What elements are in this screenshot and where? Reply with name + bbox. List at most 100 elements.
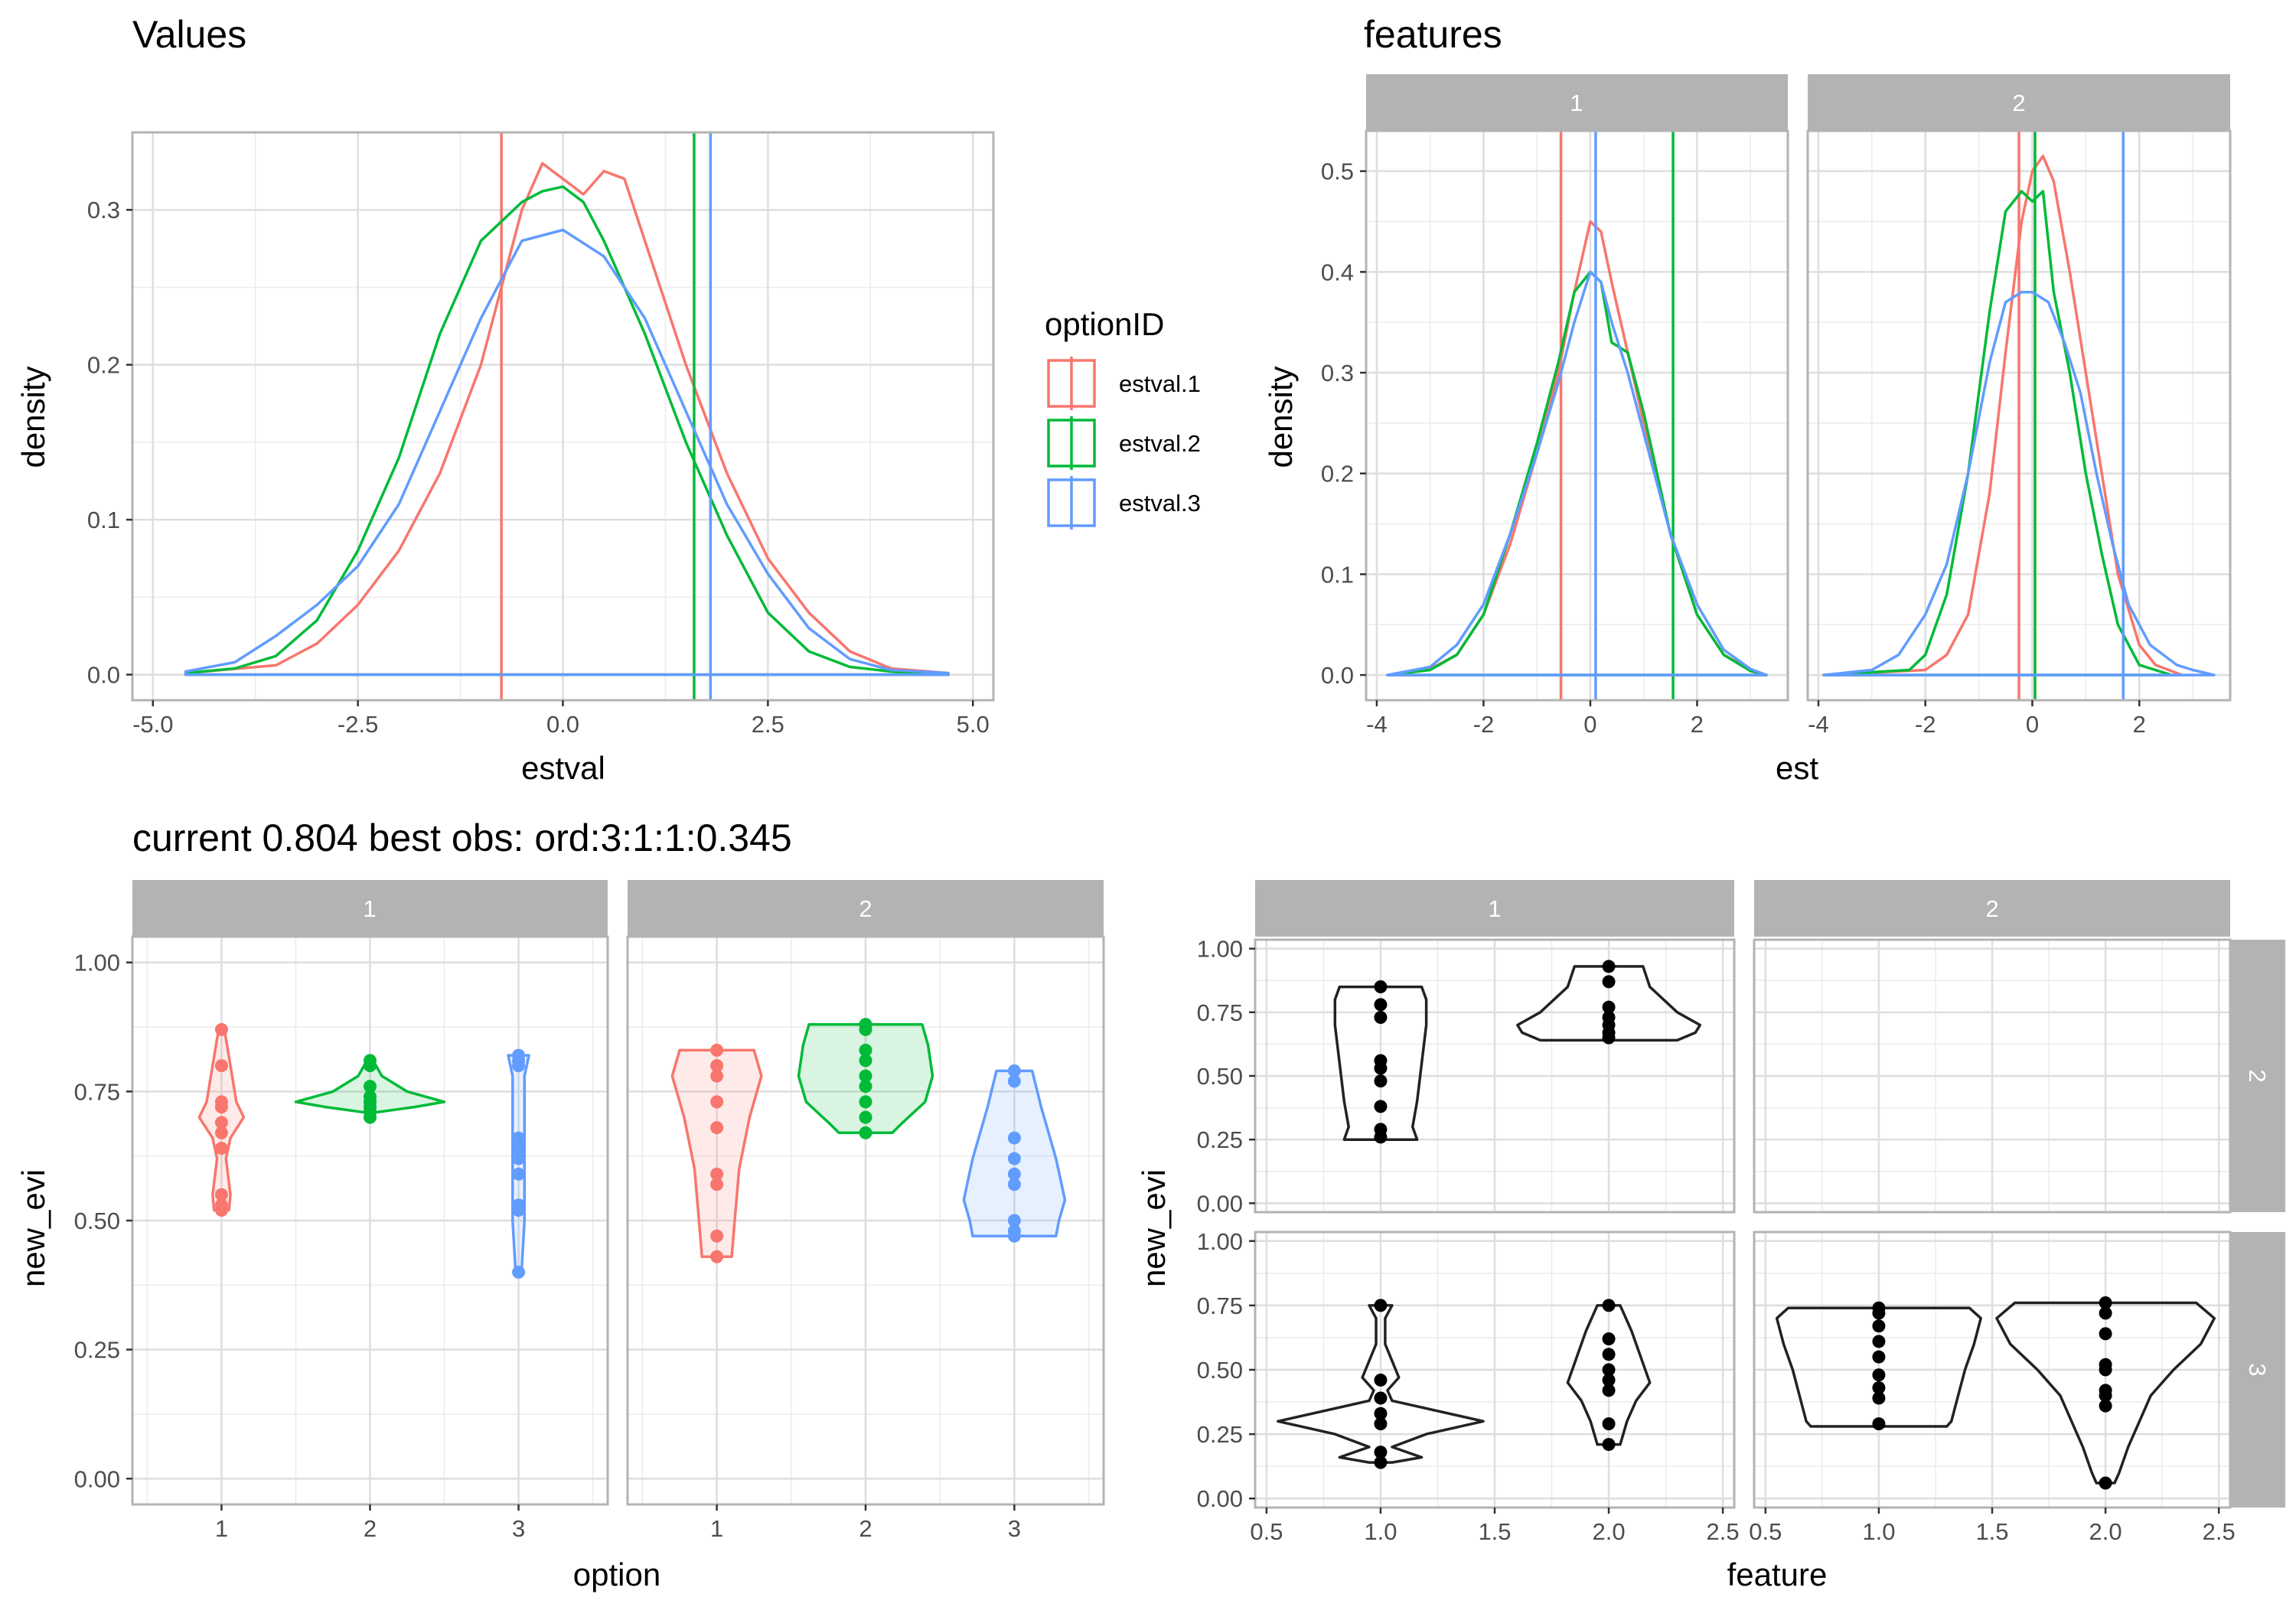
legend-label-1: estval.1 — [1119, 370, 1201, 397]
point-black — [1872, 1350, 1886, 1364]
point-estval.1 — [214, 1142, 228, 1156]
density-curve-estval.1 — [184, 161, 950, 676]
point-estval.1 — [710, 1059, 724, 1073]
y-tick-label: 0.5 — [1321, 158, 1354, 185]
y-tick-label: 0.00 — [1197, 1190, 1243, 1217]
point-black — [1374, 1010, 1388, 1024]
violin-black — [1277, 1304, 1485, 1464]
violin-black — [1566, 1304, 1652, 1446]
y-tick-label: 0.3 — [1321, 360, 1354, 386]
point-black — [1602, 1384, 1616, 1397]
point-black — [1374, 1130, 1388, 1144]
features-panels: -4 -2 0 2 0.0 0.1 0.2 0.3 0.4 0.5 -4 -2 0 2 — [1321, 129, 2232, 738]
point-estval.3 — [512, 1152, 526, 1165]
values-xlabel: estval — [521, 750, 605, 786]
x-tick-label: -5.0 — [132, 711, 173, 738]
point-estval.3 — [512, 1059, 526, 1073]
point-black — [1374, 1061, 1388, 1075]
x-tick-label: -2.5 — [338, 711, 378, 738]
point-estval.1 — [214, 1022, 228, 1036]
x-tick-label: 0 — [1583, 711, 1596, 738]
point-estval.3 — [512, 1131, 526, 1145]
x-tick-label: 2 — [859, 1515, 872, 1542]
point-black — [1374, 1100, 1388, 1113]
point-black — [1872, 1417, 1886, 1431]
point-black — [1872, 1319, 1886, 1333]
point-estval.3 — [1007, 1131, 1021, 1145]
point-estval.1 — [214, 1126, 228, 1139]
point-black — [1374, 1455, 1388, 1469]
features-xlabel: est — [1776, 750, 1818, 786]
y-tick-label: 0.50 — [1197, 1357, 1243, 1384]
y-tick-label: 0.00 — [74, 1465, 120, 1492]
point-estval.1 — [214, 1059, 228, 1073]
evi-strip-2: 2 — [628, 880, 1104, 937]
point-black — [1602, 1417, 1616, 1431]
feature-col-strip-1: 1 — [1255, 880, 1734, 937]
panel-border — [1806, 129, 2232, 702]
feature-row-strip-3: 3 — [2230, 1232, 2285, 1508]
x-tick-label: 5.0 — [957, 711, 990, 738]
x-tick-label: 1.0 — [1862, 1518, 1895, 1545]
y-tick-label: 0.25 — [1197, 1126, 1243, 1153]
x-tick-label: -2 — [1915, 711, 1936, 738]
point-estval.1 — [710, 1069, 724, 1083]
point-estval.3 — [1007, 1074, 1021, 1088]
y-tick-label: 0.1 — [1321, 561, 1354, 588]
point-estval.2 — [859, 1069, 872, 1083]
point-black — [1602, 1031, 1616, 1045]
point-estval.1 — [214, 1204, 228, 1217]
point-black — [2099, 1306, 2112, 1320]
y-tick-label: 0.50 — [1197, 1063, 1243, 1090]
point-black — [1374, 1407, 1388, 1420]
y-tick-label: 0.00 — [1197, 1485, 1243, 1512]
x-tick-label: 1.5 — [1975, 1518, 2008, 1545]
y-tick-label: 0.2 — [87, 352, 120, 379]
point-black — [1872, 1381, 1886, 1395]
point-estval.2 — [859, 1080, 872, 1094]
values-title: Values — [132, 13, 246, 56]
legend-key-3 — [1045, 476, 1098, 530]
evi-xlabel: option — [573, 1556, 660, 1592]
y-tick-label: 0.1 — [87, 507, 120, 533]
point-black — [2099, 1327, 2112, 1341]
legend-title: optionID — [1045, 306, 1164, 342]
panel-border — [1365, 129, 1789, 702]
point-black — [1374, 998, 1388, 1012]
point-estval.2 — [859, 1022, 872, 1036]
point-estval.1 — [710, 1043, 724, 1057]
point-black — [2099, 1389, 2112, 1403]
svg-text:2: 2 — [859, 895, 872, 922]
legend-key-2 — [1045, 416, 1098, 470]
y-tick-label: 0.4 — [1321, 259, 1354, 285]
violin-black — [1516, 965, 1702, 1042]
features-strip-2: 2 — [1808, 74, 2230, 131]
svg-text:3: 3 — [2244, 1363, 2271, 1376]
point-black — [1374, 1074, 1388, 1088]
y-tick-label: 0.2 — [1321, 461, 1354, 487]
x-tick-label: 3 — [512, 1515, 525, 1542]
features-strip-1: 1 — [1366, 74, 1788, 131]
point-estval.1 — [710, 1121, 724, 1135]
point-estval.3 — [1007, 1152, 1021, 1165]
features-ylabel: density — [1263, 366, 1299, 468]
point-estval.2 — [364, 1110, 377, 1124]
point-estval.1 — [214, 1116, 228, 1129]
y-tick-label: 0.75 — [1197, 1292, 1243, 1319]
point-estval.3 — [512, 1167, 526, 1181]
x-tick-label: 2.5 — [2203, 1518, 2236, 1545]
violin-black — [1333, 985, 1428, 1141]
density-curve-estval.3 — [1386, 270, 1768, 676]
point-estval.2 — [859, 1054, 872, 1068]
y-tick-label: 0.3 — [87, 197, 120, 223]
point-black — [1602, 1299, 1616, 1312]
point-black — [1872, 1391, 1886, 1405]
x-tick-label: 1 — [215, 1515, 228, 1542]
svg-text:1: 1 — [1570, 90, 1583, 116]
x-tick-label: 2.0 — [2089, 1518, 2122, 1545]
point-black — [1602, 975, 1616, 989]
feature-ylabel: new_evi — [1136, 1169, 1172, 1287]
values-ylabel: density — [15, 366, 51, 468]
point-estval.3 — [1007, 1229, 1021, 1243]
point-black — [1602, 1000, 1616, 1014]
